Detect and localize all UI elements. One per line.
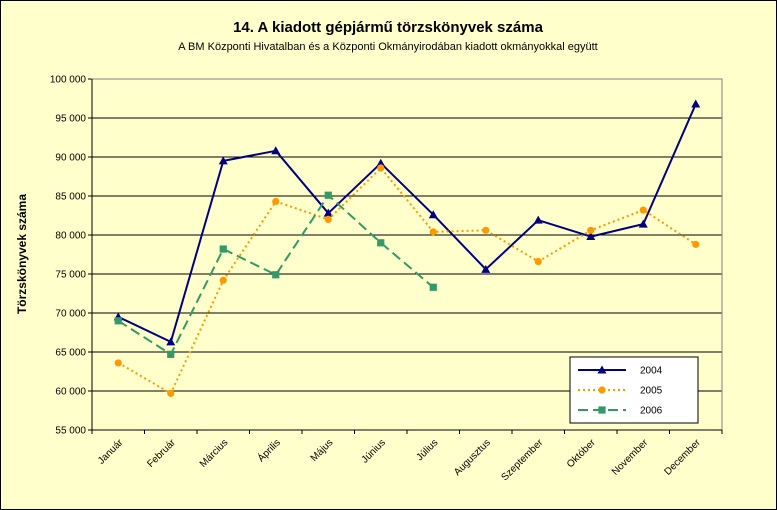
- data-point-2005: [534, 257, 542, 266]
- chart-title: 14. A kiadott gépjármű törzskönyvek szám…: [233, 19, 543, 36]
- data-point-2004: [428, 210, 438, 219]
- legend-marker-2006: [598, 406, 606, 414]
- y-tick-label: 95 000: [55, 114, 86, 125]
- data-point-2005: [377, 164, 385, 172]
- data-point-2004: [691, 99, 701, 108]
- data-point-2005: [587, 226, 595, 234]
- legend: 2004 2005 2006: [569, 356, 699, 424]
- legend-label-2004: 2004: [640, 366, 663, 377]
- data-point-2004: [533, 215, 543, 224]
- data-point-2006: [219, 245, 227, 253]
- y-tick-label: 75 000: [55, 270, 86, 281]
- data-point-2006: [377, 239, 385, 247]
- series-2005: [114, 164, 700, 397]
- y-tick-label: 65 000: [55, 348, 86, 359]
- series-line-2004: [117, 103, 697, 343]
- data-point-2004: [166, 337, 176, 346]
- data-point-2005: [114, 359, 122, 367]
- legend-box: [569, 356, 699, 424]
- y-tick-label: 55 000: [55, 426, 86, 437]
- legend-label-2006: 2006: [640, 406, 663, 417]
- y-tick-label: 85 000: [55, 192, 86, 203]
- series-2006: [114, 191, 437, 358]
- y-tick-label: 90 000: [55, 153, 86, 164]
- data-point-2005: [429, 228, 437, 236]
- series-2004: [113, 99, 701, 346]
- data-point-2004: [638, 219, 648, 228]
- y-axis-label: Törzskönyvek száma: [15, 194, 29, 314]
- data-point-2005: [324, 215, 332, 223]
- data-point-2004: [376, 158, 386, 167]
- data-point-2004: [323, 208, 333, 217]
- data-point-2005: [482, 226, 490, 234]
- legend-label-2005: 2005: [640, 386, 663, 397]
- series-line-2005: [117, 166, 697, 395]
- data-point-2005: [167, 389, 175, 397]
- data-point-2006: [114, 317, 122, 325]
- legend-marker-2004: [597, 365, 607, 374]
- data-point-2005: [692, 240, 700, 248]
- y-tick-label: 80 000: [55, 231, 86, 242]
- y-tick-label: 60 000: [55, 387, 86, 398]
- data-point-2006: [324, 191, 332, 199]
- data-point-2004: [218, 156, 228, 165]
- data-point-2004: [481, 264, 491, 273]
- chart-subtitle: A BM Központi Hivatalban és a Központi O…: [178, 41, 597, 53]
- y-tick-label: 100 000: [50, 75, 87, 86]
- data-point-2006: [429, 283, 437, 291]
- y-tick-label: 70 000: [55, 309, 86, 320]
- data-point-2004: [586, 232, 596, 241]
- data-point-2005: [272, 197, 280, 206]
- plot-area: 55 000 60 000 65 000 70 000 75 000 80 000 85 0…: [50, 75, 723, 483]
- data-point-2006: [272, 271, 280, 279]
- data-point-2004: [271, 146, 281, 155]
- data-point-2005: [639, 206, 647, 214]
- data-point-2006: [167, 350, 175, 358]
- data-point-2005: [219, 276, 227, 284]
- legend-marker-2005: [598, 386, 606, 394]
